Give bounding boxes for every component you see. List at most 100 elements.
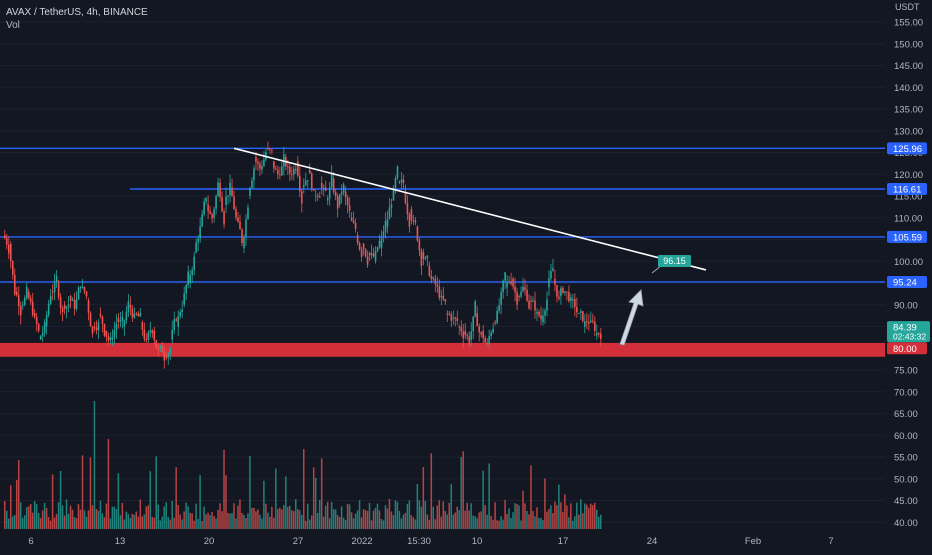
volume-bar bbox=[101, 513, 104, 529]
volume-bar bbox=[576, 502, 578, 529]
candle-body bbox=[175, 319, 178, 321]
candle-body bbox=[384, 220, 387, 232]
volume-bar bbox=[291, 510, 293, 529]
candle-body bbox=[428, 265, 431, 276]
volume-bar bbox=[560, 502, 562, 529]
volume-bar bbox=[39, 518, 42, 529]
candle-body bbox=[344, 191, 347, 198]
volume-bar bbox=[127, 514, 130, 529]
volume-bar bbox=[177, 504, 179, 529]
volume-bar bbox=[11, 516, 14, 529]
candle-body bbox=[374, 251, 377, 262]
candle-body bbox=[209, 211, 211, 214]
candle-body bbox=[199, 226, 201, 239]
volume-bar bbox=[271, 506, 273, 529]
volume-bar bbox=[590, 503, 592, 529]
volume-bar bbox=[285, 476, 287, 529]
candle-body bbox=[488, 336, 490, 344]
candle-body bbox=[137, 313, 140, 317]
candle-body bbox=[239, 221, 241, 230]
candle-body bbox=[147, 332, 150, 340]
candle-body bbox=[316, 195, 319, 197]
volume-bar bbox=[588, 507, 590, 529]
x-tick-label: 27 bbox=[293, 536, 304, 547]
candle-body bbox=[472, 316, 475, 332]
volume-bar bbox=[171, 500, 173, 529]
volume-bar bbox=[406, 503, 409, 529]
candle-body bbox=[65, 306, 68, 309]
candle-body bbox=[550, 271, 552, 279]
volume-bar bbox=[372, 510, 375, 529]
candle-body bbox=[121, 316, 124, 321]
candle-body bbox=[400, 179, 403, 182]
candle-body bbox=[33, 313, 36, 317]
candle-body bbox=[426, 255, 429, 259]
y-tick-label: 135.00 bbox=[894, 105, 923, 116]
price-level-tag bbox=[887, 142, 927, 155]
price-level-tag bbox=[887, 182, 927, 195]
x-tick-label: 6 bbox=[28, 536, 33, 547]
candle-body bbox=[546, 299, 548, 311]
candle-body bbox=[273, 161, 275, 169]
volume-bar bbox=[55, 514, 58, 529]
y-tick-label: 150.00 bbox=[894, 39, 923, 50]
volume-bar bbox=[15, 479, 18, 529]
volume-bar bbox=[324, 505, 327, 529]
up-arrow[interactable] bbox=[619, 289, 644, 346]
candle-body bbox=[197, 238, 199, 243]
candle-body bbox=[179, 311, 182, 317]
volume-bar bbox=[137, 516, 140, 529]
candle-body bbox=[394, 178, 397, 188]
volume-bar bbox=[424, 500, 427, 529]
y-tick-label: 110.00 bbox=[894, 213, 922, 224]
candle-body bbox=[518, 296, 520, 298]
candle-body bbox=[414, 220, 417, 223]
candle-body bbox=[330, 173, 333, 188]
candle-body bbox=[474, 301, 477, 317]
volume-bar bbox=[61, 505, 64, 529]
volume-bar bbox=[568, 517, 570, 529]
candle-body bbox=[271, 149, 273, 151]
candle-body bbox=[69, 296, 72, 301]
volume-bar bbox=[243, 514, 245, 529]
candle-body bbox=[95, 327, 98, 331]
x-tick-label: Feb bbox=[745, 536, 761, 547]
candle-body bbox=[57, 283, 60, 297]
candle-body bbox=[231, 187, 233, 197]
target-price-tag[interactable] bbox=[658, 255, 691, 267]
volume-bar bbox=[257, 509, 259, 529]
volume-bar bbox=[326, 501, 329, 529]
volume-bar bbox=[59, 470, 62, 529]
descending-trendline[interactable] bbox=[233, 147, 707, 271]
candle-body bbox=[295, 168, 297, 171]
candle-body bbox=[249, 187, 251, 196]
x-tick-label: 2022 bbox=[351, 536, 372, 547]
volume-bar bbox=[358, 500, 361, 529]
volume-bar bbox=[514, 503, 516, 529]
volume-bar bbox=[380, 519, 383, 529]
candle-body bbox=[306, 180, 309, 182]
candle-body bbox=[336, 196, 339, 209]
candle-body bbox=[422, 252, 425, 259]
support-zone bbox=[0, 342, 885, 357]
price-axis-panel bbox=[885, 0, 932, 550]
volume-bar bbox=[334, 509, 337, 529]
candle-body bbox=[85, 291, 88, 297]
candle-body bbox=[456, 318, 459, 321]
candle-body bbox=[21, 304, 24, 306]
candle-body bbox=[5, 238, 8, 245]
volume-bar bbox=[209, 515, 211, 529]
candle-body bbox=[494, 322, 496, 324]
candle-body bbox=[470, 331, 473, 340]
volume-bar bbox=[550, 505, 552, 529]
x-tick-label: 10 bbox=[472, 536, 483, 547]
volume-bar bbox=[267, 512, 269, 529]
volume-bar bbox=[195, 503, 197, 529]
volume-bar bbox=[330, 501, 333, 529]
volume-bar bbox=[183, 511, 185, 529]
volume-bar bbox=[29, 503, 32, 529]
candle-body bbox=[261, 166, 263, 170]
volume-bar bbox=[586, 504, 588, 529]
